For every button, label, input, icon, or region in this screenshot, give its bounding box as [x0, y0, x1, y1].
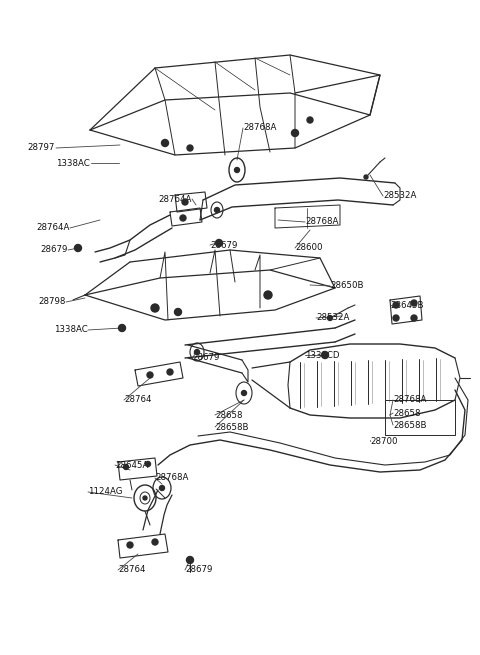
Text: 28797: 28797 — [28, 143, 55, 153]
Circle shape — [127, 542, 133, 548]
Circle shape — [216, 240, 223, 246]
Text: 28768A: 28768A — [155, 474, 188, 483]
Text: 1338AC: 1338AC — [54, 326, 88, 335]
Text: 28679: 28679 — [41, 246, 68, 255]
Circle shape — [215, 208, 219, 212]
Circle shape — [411, 315, 417, 321]
Circle shape — [167, 369, 173, 375]
Text: 28645A: 28645A — [115, 460, 148, 470]
Circle shape — [152, 539, 158, 545]
Circle shape — [364, 175, 368, 179]
Text: 28700: 28700 — [370, 436, 397, 445]
Circle shape — [327, 316, 333, 320]
Circle shape — [145, 462, 151, 466]
Text: 28679: 28679 — [192, 354, 219, 362]
Circle shape — [180, 215, 186, 221]
Circle shape — [241, 390, 247, 396]
Circle shape — [182, 199, 188, 205]
Text: 28658: 28658 — [215, 411, 242, 419]
Circle shape — [123, 464, 129, 470]
Text: 28600: 28600 — [295, 244, 323, 252]
Text: 28658: 28658 — [393, 409, 420, 417]
Text: 1124AG: 1124AG — [88, 487, 122, 496]
Circle shape — [291, 130, 299, 136]
Text: 28645B: 28645B — [390, 301, 423, 310]
Circle shape — [307, 117, 313, 123]
Text: 28764A: 28764A — [158, 195, 192, 204]
Text: 1338AC: 1338AC — [56, 159, 90, 168]
Circle shape — [74, 244, 82, 252]
Circle shape — [147, 372, 153, 378]
Circle shape — [393, 315, 399, 321]
Text: 28764: 28764 — [124, 396, 152, 405]
Circle shape — [175, 309, 181, 316]
Circle shape — [322, 352, 328, 358]
Text: 28768A: 28768A — [305, 217, 338, 227]
Text: 28768A: 28768A — [393, 396, 426, 405]
Circle shape — [393, 302, 399, 308]
Circle shape — [119, 324, 125, 331]
Circle shape — [235, 168, 240, 172]
Circle shape — [159, 485, 165, 491]
Text: 28764: 28764 — [118, 565, 145, 574]
Text: 28679: 28679 — [185, 565, 212, 574]
Circle shape — [161, 140, 168, 147]
Circle shape — [187, 145, 193, 151]
Text: 28679: 28679 — [210, 240, 238, 250]
Text: 28658B: 28658B — [393, 421, 427, 430]
Circle shape — [143, 496, 147, 500]
Circle shape — [411, 300, 417, 306]
Circle shape — [264, 291, 272, 299]
Text: 28658B: 28658B — [215, 422, 249, 432]
Text: 28532A: 28532A — [383, 191, 416, 200]
Circle shape — [187, 557, 193, 563]
Text: 28764A: 28764A — [36, 223, 70, 233]
Text: 28798: 28798 — [38, 297, 66, 307]
Circle shape — [194, 350, 200, 354]
Circle shape — [151, 304, 159, 312]
Text: 28532A: 28532A — [316, 314, 349, 322]
Text: 28768A: 28768A — [243, 124, 276, 132]
Text: 1339CD: 1339CD — [305, 350, 339, 360]
Text: 28650B: 28650B — [330, 282, 363, 291]
